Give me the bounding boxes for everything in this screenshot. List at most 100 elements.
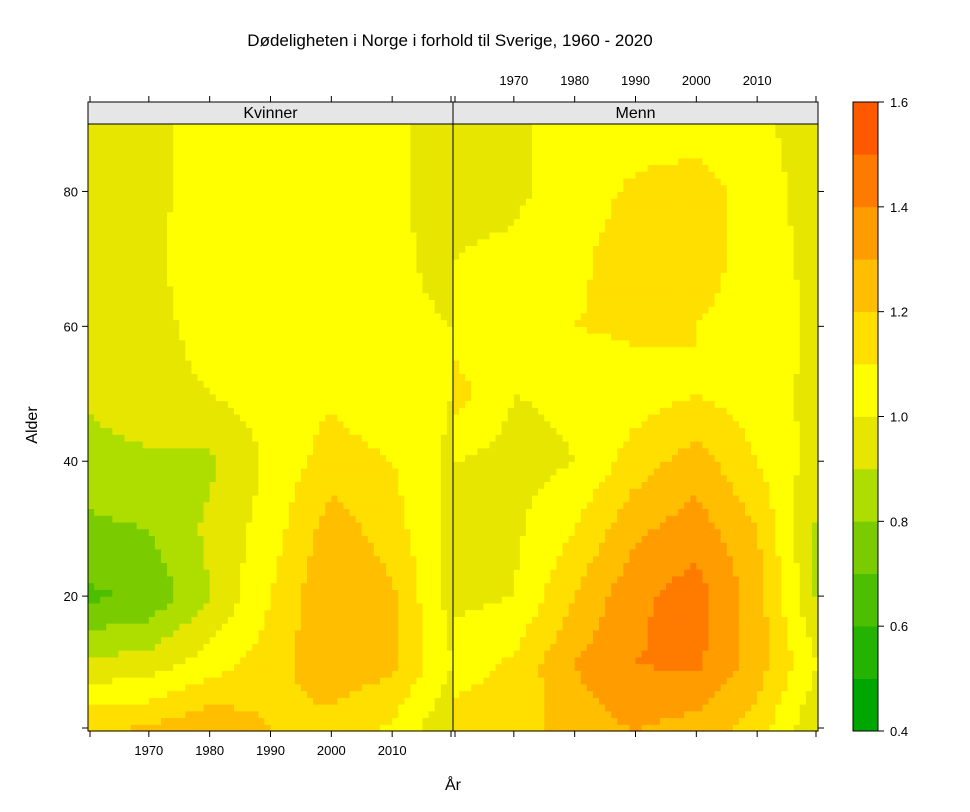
heatmap-cell: [361, 494, 369, 503]
heatmap-cell: [258, 137, 266, 145]
heatmap-cell: [227, 562, 235, 570]
heatmap-cell: [203, 542, 211, 550]
heatmap-cell: [112, 602, 120, 611]
heatmap-cell: [282, 265, 290, 273]
heatmap-cell: [416, 602, 424, 611]
heatmap-cell: [373, 683, 381, 692]
heatmap-cell: [288, 319, 296, 327]
heatmap-cell: [380, 150, 387, 159]
heatmap-cell: [410, 339, 418, 348]
heatmap-cell: [191, 306, 199, 314]
heatmap-cell: [197, 683, 205, 692]
heatmap-cell: [276, 555, 284, 563]
heatmap-cell: [331, 440, 339, 449]
heatmap-cell: [307, 218, 314, 226]
heatmap-cell: [349, 204, 357, 213]
heatmap-cell: [380, 609, 387, 617]
heatmap-cell: [154, 130, 162, 139]
heatmap-cell: [130, 548, 138, 557]
heatmap-cell: [367, 420, 375, 429]
heatmap-cell: [386, 326, 393, 334]
heatmap-cell: [313, 710, 320, 719]
heatmap-cell: [94, 589, 101, 597]
heatmap-cell: [106, 650, 113, 658]
heatmap-cell: [88, 515, 95, 523]
heatmap-cell: [161, 225, 168, 233]
heatmap-cell: [246, 191, 253, 199]
heatmap-cell: [124, 582, 132, 590]
heatmap-cell: [300, 447, 308, 456]
heatmap-cell: [94, 616, 101, 624]
heatmap-cell: [227, 569, 235, 577]
heatmap-cell: [349, 265, 357, 273]
heatmap-cell: [337, 488, 345, 496]
heatmap-cell: [270, 319, 278, 327]
heatmap-cell: [100, 150, 107, 159]
heatmap-cell: [118, 258, 126, 267]
heatmap-cell: [416, 629, 424, 638]
heatmap-cell: [422, 602, 430, 611]
heatmap-cell: [282, 157, 290, 166]
heatmap-cell: [130, 319, 138, 327]
heatmap-cell: [124, 434, 132, 442]
heatmap-cell: [106, 596, 113, 604]
heatmap-cell: [197, 150, 205, 159]
heatmap-cell: [319, 360, 326, 368]
heatmap-cell: [325, 508, 332, 516]
heatmap-cell: [118, 724, 126, 732]
heatmap-cell: [343, 265, 351, 273]
heatmap-cell: [367, 177, 375, 186]
heatmap-cell: [197, 704, 205, 712]
heatmap-cell: [136, 360, 144, 368]
heatmap-cell: [380, 521, 387, 530]
heatmap-cell: [118, 677, 126, 685]
heatmap-cell: [203, 360, 211, 368]
heatmap-cell: [246, 494, 253, 503]
heatmap-cell: [130, 285, 138, 294]
heatmap-cell: [252, 319, 259, 327]
heatmap-cell: [313, 704, 320, 712]
heatmap-cell: [112, 609, 120, 617]
heatmap-cell: [325, 575, 332, 584]
heatmap-cell: [361, 717, 369, 725]
heatmap-cell: [130, 670, 138, 678]
heatmap-cell: [124, 650, 132, 658]
heatmap-cell: [264, 319, 272, 327]
heatmap-cell: [319, 164, 326, 172]
heatmap-cell: [416, 211, 424, 220]
heatmap-cell: [161, 474, 168, 483]
heatmap-cell: [185, 353, 193, 361]
heatmap-cell: [246, 656, 253, 665]
heatmap-cell: [331, 157, 339, 166]
heatmap-cell: [373, 339, 381, 348]
heatmap-cell: [118, 225, 126, 233]
heatmap-cell: [367, 528, 375, 537]
heatmap-cell: [331, 623, 339, 631]
heatmap-cell: [270, 663, 278, 671]
heatmap-cell: [307, 569, 314, 577]
heatmap-cell: [136, 380, 144, 388]
heatmap-cell: [106, 427, 113, 435]
heatmap-cell: [173, 279, 180, 287]
heatmap-cell: [307, 562, 314, 570]
heatmap-cell: [307, 508, 314, 516]
heatmap-cell: [270, 245, 278, 253]
heatmap-cell: [386, 346, 393, 354]
heatmap-cell: [112, 285, 120, 294]
heatmap-cell: [118, 650, 126, 658]
heatmap-cell: [252, 245, 259, 253]
heatmap-cell: [288, 609, 296, 617]
heatmap-cell: [288, 124, 296, 132]
heatmap-cell: [246, 548, 253, 557]
heatmap-cell: [410, 252, 418, 260]
heatmap-cell: [331, 326, 339, 334]
heatmap-cell: [227, 650, 235, 658]
heatmap-cell: [100, 211, 107, 220]
heatmap-cell: [276, 434, 284, 442]
heatmap-cell: [282, 434, 290, 442]
heatmap-cell: [130, 198, 138, 206]
heatmap-cell: [246, 137, 253, 145]
heatmap-cell: [313, 184, 320, 193]
heatmap-cell: [282, 596, 290, 604]
heatmap-cell: [124, 488, 132, 496]
